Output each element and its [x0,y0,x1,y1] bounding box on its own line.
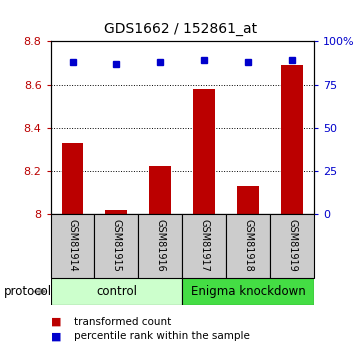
Bar [105,210,127,214]
Bar [237,186,259,214]
Bar [226,214,270,278]
Bar [182,278,314,305]
Text: GSM81917: GSM81917 [199,219,209,272]
Bar [149,166,171,214]
Text: Enigma knockdown: Enigma knockdown [191,285,305,298]
Text: GSM81919: GSM81919 [287,219,297,272]
Text: ■: ■ [51,317,61,326]
Text: percentile rank within the sample: percentile rank within the sample [74,332,250,341]
Text: ■: ■ [51,332,61,341]
Text: GSM81916: GSM81916 [155,219,165,272]
Text: GSM81914: GSM81914 [68,219,78,272]
Bar [51,214,95,278]
Bar [193,89,215,214]
Bar [61,143,83,214]
Bar [138,214,182,278]
Text: GDS1662 / 152861_at: GDS1662 / 152861_at [104,22,257,37]
Bar [281,65,303,214]
Bar [51,278,182,305]
Bar [270,214,314,278]
Text: transformed count: transformed count [74,317,171,326]
Text: control: control [96,285,137,298]
Text: GSM81915: GSM81915 [112,219,121,272]
Text: protocol: protocol [4,285,52,298]
Bar [182,214,226,278]
Text: GSM81918: GSM81918 [243,219,253,272]
Bar [95,214,138,278]
